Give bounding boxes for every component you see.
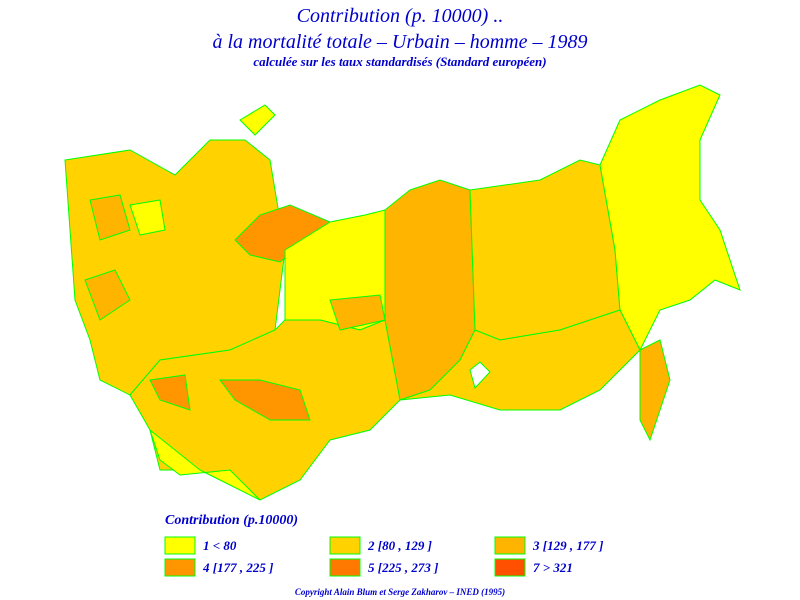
legend-swatch [494,536,526,555]
legend-swatch [164,558,196,577]
legend-swatch [329,536,361,555]
legend-label: 1 < 80 [203,538,237,553]
region [129,199,166,236]
legend-title: Contribution (p.10000) [165,513,298,528]
region [148,428,261,501]
legend-swatch [494,558,526,577]
note: calculée sur les taux standardisés (Stan… [253,54,546,69]
legend-label: 7 > 321 [533,560,573,575]
region [149,374,191,411]
region [469,159,621,341]
legend-swatch [329,558,361,577]
region [89,194,131,241]
legend-label: 5 [225 , 273 ] [368,560,438,575]
legend-swatch [164,536,196,555]
region [599,84,741,352]
region [219,379,311,421]
region [399,309,641,411]
region [239,104,276,136]
subtitle: à la mortalité totale – Urbain – homme –… [213,31,588,53]
legend-label: 3 [129 , 177 ] [532,538,603,553]
title: Contribution (p. 10000) .. [297,5,504,27]
legend: 1 < 80 2 [80 , 129 ] 3 [129 , 177 ] 4 [177 … [164,536,603,577]
legend-label: 2 [80 , 129 ] [367,538,432,553]
region [639,339,671,442]
lake [469,361,491,389]
region [329,294,386,331]
map [64,84,741,501]
region [84,269,131,321]
copyright: Copyright Alain Blum et Serge Zakharov –… [295,587,505,597]
legend-label: 4 [177 , 225 ] [202,560,273,575]
